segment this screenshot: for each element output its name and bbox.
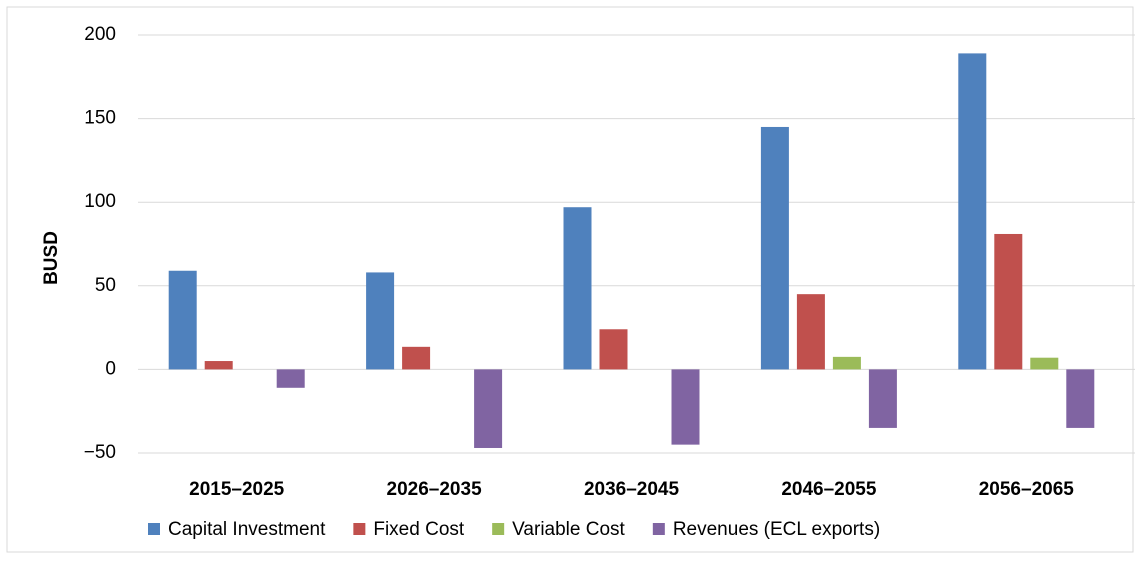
y-tick-label: −50 (84, 442, 116, 463)
y-tick-label: 200 (84, 24, 116, 45)
bar (1066, 369, 1095, 428)
y-tick-label: 0 (105, 358, 116, 379)
bar (563, 207, 592, 370)
y-tick-label: 150 (84, 108, 116, 129)
bar (958, 53, 987, 370)
legend-label: Capital Investment (168, 519, 326, 540)
bar (474, 369, 503, 448)
bar (204, 361, 233, 370)
bar (1030, 357, 1059, 370)
legend-swatch (148, 523, 160, 535)
bar (671, 369, 700, 445)
bar (402, 346, 431, 370)
bar (760, 126, 789, 370)
legend-label: Revenues (ECL exports) (673, 519, 880, 540)
y-tick-label: 50 (95, 275, 116, 296)
bar (994, 233, 1023, 370)
legend-swatch (492, 523, 505, 535)
x-tick-label: 2036–2045 (584, 479, 680, 500)
bar (796, 294, 825, 370)
x-tick-label: 2046–2055 (781, 479, 877, 500)
legend-label: Fixed Cost (373, 519, 465, 540)
legend-label: Variable Cost (512, 519, 625, 540)
bar (832, 356, 861, 370)
x-tick-label: 2015–2025 (189, 479, 285, 500)
bar (168, 270, 197, 370)
bar (599, 329, 628, 370)
bar (366, 272, 395, 370)
y-axis-label: BUSD (41, 231, 62, 285)
bar (276, 369, 305, 388)
x-tick-label: 2056–2065 (979, 479, 1075, 500)
legend-swatch (353, 523, 366, 535)
y-tick-label: 100 (84, 191, 116, 212)
x-tick-label: 2026–2035 (387, 479, 483, 500)
bar (868, 369, 897, 428)
legend-swatch (652, 523, 665, 535)
